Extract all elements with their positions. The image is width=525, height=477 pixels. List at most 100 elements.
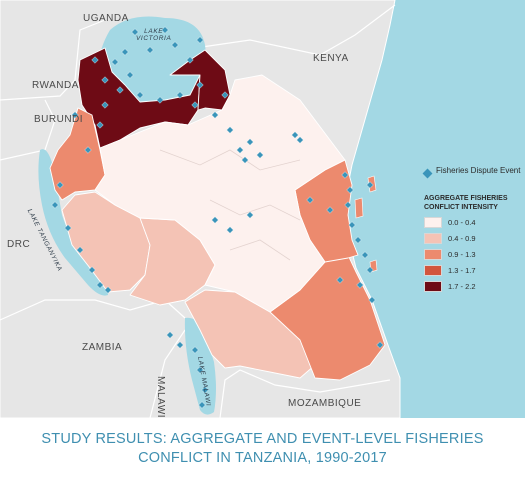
event-marker xyxy=(161,26,169,34)
event-marker xyxy=(341,171,349,179)
region-kigoma xyxy=(49,107,106,201)
region-central xyxy=(94,74,346,313)
event-marker xyxy=(336,276,344,284)
event-marker xyxy=(76,246,84,254)
international-borders xyxy=(0,4,396,418)
event-marker xyxy=(196,36,204,44)
event-marker xyxy=(226,126,234,134)
event-marker xyxy=(376,341,384,349)
event-marker xyxy=(366,266,374,274)
event-marker xyxy=(354,236,362,244)
legend-class-4: 1.7 - 2.2 xyxy=(424,280,524,292)
legend-swatch xyxy=(424,232,442,244)
legend-class-0: 0.0 - 0.4 xyxy=(424,216,524,228)
legend-range-label: 0.4 - 0.9 xyxy=(448,233,476,243)
event-marker xyxy=(96,121,104,129)
event-marker xyxy=(111,58,119,66)
legend-range-label: 1.7 - 2.2 xyxy=(448,281,476,291)
event-marker xyxy=(191,101,199,109)
event-marker xyxy=(136,91,144,99)
event-marker xyxy=(176,91,184,99)
event-marker xyxy=(296,136,304,144)
event-marker xyxy=(91,56,99,64)
event-marker xyxy=(241,156,249,164)
figure-caption: STUDY RESULTS: AGGREGATE AND EVENT-LEVEL… xyxy=(0,418,525,477)
legend-swatch xyxy=(424,248,442,260)
event-marker xyxy=(131,28,139,36)
event-marker xyxy=(368,296,376,304)
event-marker xyxy=(126,71,134,79)
event-marker xyxy=(84,146,92,154)
label-lake-victoria: LAKE VICTORIA xyxy=(136,28,172,42)
event-marker xyxy=(104,286,112,294)
event-marker xyxy=(221,91,229,99)
event-marker xyxy=(186,56,194,64)
event-marker xyxy=(101,76,109,84)
event-marker xyxy=(211,111,219,119)
event-marker xyxy=(176,341,184,349)
event-marker xyxy=(96,281,104,289)
label-rwanda: RWANDA xyxy=(32,80,79,91)
legend-swatch xyxy=(424,264,442,276)
legend-swatch xyxy=(424,280,442,292)
caption-line-2: CONFLICT IN TANZANIA, 1990-2017 xyxy=(138,450,387,466)
event-marker xyxy=(366,181,374,189)
event-marker xyxy=(51,201,59,209)
map-legend: Fisheries Dispute Event AGGREGATE FISHER… xyxy=(422,166,524,292)
event-marker xyxy=(101,101,109,109)
legend-class-3: 1.3 - 1.7 xyxy=(424,264,524,276)
legend-classes: 0.0 - 0.4 0.4 - 0.9 0.9 - 1.3 1.3 - 1.7 1.7 … xyxy=(424,216,524,292)
event-marker xyxy=(146,46,154,54)
lake-victoria xyxy=(98,16,206,106)
event-marker xyxy=(348,221,356,229)
event-marker xyxy=(196,81,204,89)
caption-line-1: STUDY RESULTS: AGGREGATE AND EVENT-LEVEL… xyxy=(41,431,484,447)
event-marker xyxy=(356,281,364,289)
event-marker xyxy=(88,266,96,274)
legend-event-label: Fisheries Dispute Event xyxy=(436,166,521,175)
event-marker xyxy=(326,206,334,214)
district-borders xyxy=(159,149,301,261)
diamond-marker-icon xyxy=(422,168,433,179)
event-marker xyxy=(306,196,314,204)
legend-range-label: 0.0 - 0.4 xyxy=(448,217,476,227)
label-drc: DRC xyxy=(7,239,31,250)
event-marker xyxy=(256,151,264,159)
legend-swatch xyxy=(424,216,442,228)
event-marker xyxy=(56,181,64,189)
legend-title: AGGREGATE FISHERIES CONFLICT INTENSITY xyxy=(424,195,508,211)
event-marker xyxy=(226,226,234,234)
legend-class-1: 0.4 - 0.9 xyxy=(424,232,524,244)
zanzibar-island xyxy=(354,197,364,219)
event-marker xyxy=(236,146,244,154)
label-malawi: MALAWI xyxy=(155,376,166,419)
event-marker xyxy=(291,131,299,139)
label-zambia: ZAMBIA xyxy=(82,342,123,353)
event-marker xyxy=(64,224,72,232)
label-mozambique: MOZAMBIQUE xyxy=(288,398,362,409)
label-burundi: BURUNDI xyxy=(34,114,84,125)
event-marker xyxy=(121,48,129,56)
event-marker xyxy=(246,138,254,146)
event-marker xyxy=(191,346,199,354)
event-marker xyxy=(201,386,209,394)
event-marker xyxy=(156,96,164,104)
event-marker xyxy=(198,401,206,409)
event-marker xyxy=(71,111,79,119)
legend-range-label: 1.3 - 1.7 xyxy=(448,265,476,275)
event-marker xyxy=(171,41,179,49)
event-marker xyxy=(211,216,219,224)
tanzania-conflict-map xyxy=(0,0,525,418)
legend-event-item: Fisheries Dispute Event xyxy=(422,166,524,188)
event-marker xyxy=(166,331,174,339)
lake-malawi xyxy=(184,317,216,415)
event-marker xyxy=(246,211,254,219)
legend-range-label: 0.9 - 1.3 xyxy=(448,249,476,259)
event-marker xyxy=(346,186,354,194)
event-marker xyxy=(116,86,124,94)
event-marker xyxy=(344,201,352,209)
event-marker xyxy=(361,251,369,259)
legend-class-2: 0.9 - 1.3 xyxy=(424,248,524,260)
event-marker xyxy=(196,366,204,374)
